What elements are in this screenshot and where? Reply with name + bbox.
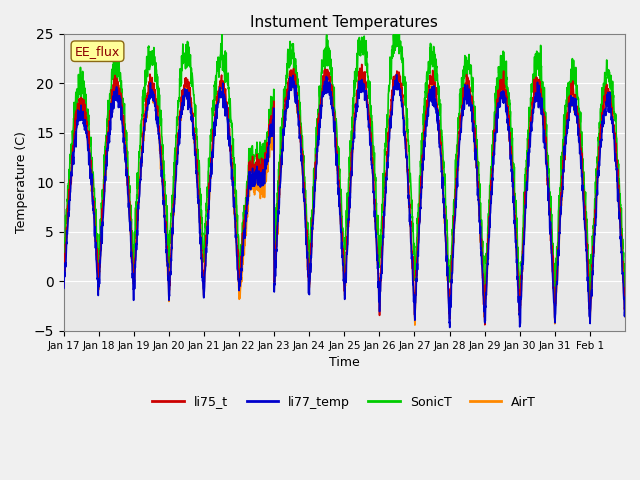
- li75_t: [514, 268, 522, 274]
- li77_temp: [237, 271, 244, 277]
- Legend: li75_t, li77_temp, SonicT, AirT: li75_t, li77_temp, SonicT, AirT: [147, 391, 541, 413]
- AirT: [60, 283, 67, 288]
- AirT: [116, 97, 124, 103]
- li75_t: [614, 173, 621, 179]
- li75_t: [481, 322, 489, 328]
- AirT: [378, 253, 386, 259]
- Title: Instument Temperatures: Instument Temperatures: [250, 15, 438, 30]
- li77_temp: [621, 313, 629, 319]
- SonicT: [621, 282, 629, 288]
- Y-axis label: Temperature (C): Temperature (C): [15, 132, 28, 233]
- Line: AirT: AirT: [63, 72, 625, 325]
- li75_t: [60, 284, 67, 289]
- SonicT: [545, 197, 553, 203]
- SonicT: [514, 252, 522, 257]
- li77_temp: [116, 98, 124, 104]
- SonicT: [378, 202, 386, 207]
- li77_temp: [545, 208, 553, 214]
- AirT: [614, 178, 621, 184]
- li75_t: [621, 309, 629, 314]
- Text: EE_flux: EE_flux: [75, 45, 120, 58]
- li75_t: [237, 261, 244, 267]
- AirT: [237, 284, 244, 289]
- li75_t: [358, 61, 365, 67]
- li77_temp: [446, 324, 454, 330]
- li75_t: [378, 252, 386, 258]
- X-axis label: Time: Time: [329, 356, 360, 369]
- SonicT: [481, 300, 488, 306]
- li77_temp: [614, 187, 621, 192]
- SonicT: [614, 158, 621, 164]
- SonicT: [60, 269, 67, 275]
- Line: li77_temp: li77_temp: [63, 74, 625, 327]
- AirT: [621, 313, 629, 319]
- SonicT: [393, 24, 401, 30]
- li75_t: [545, 212, 553, 217]
- li75_t: [116, 94, 124, 100]
- li77_temp: [393, 72, 401, 77]
- Line: li75_t: li75_t: [63, 64, 625, 325]
- AirT: [411, 322, 419, 328]
- AirT: [545, 204, 553, 210]
- AirT: [393, 69, 401, 75]
- SonicT: [116, 76, 124, 82]
- li77_temp: [514, 283, 522, 288]
- SonicT: [237, 247, 244, 253]
- li77_temp: [60, 286, 67, 291]
- Line: SonicT: SonicT: [63, 27, 625, 303]
- li77_temp: [378, 270, 386, 276]
- AirT: [514, 267, 522, 273]
